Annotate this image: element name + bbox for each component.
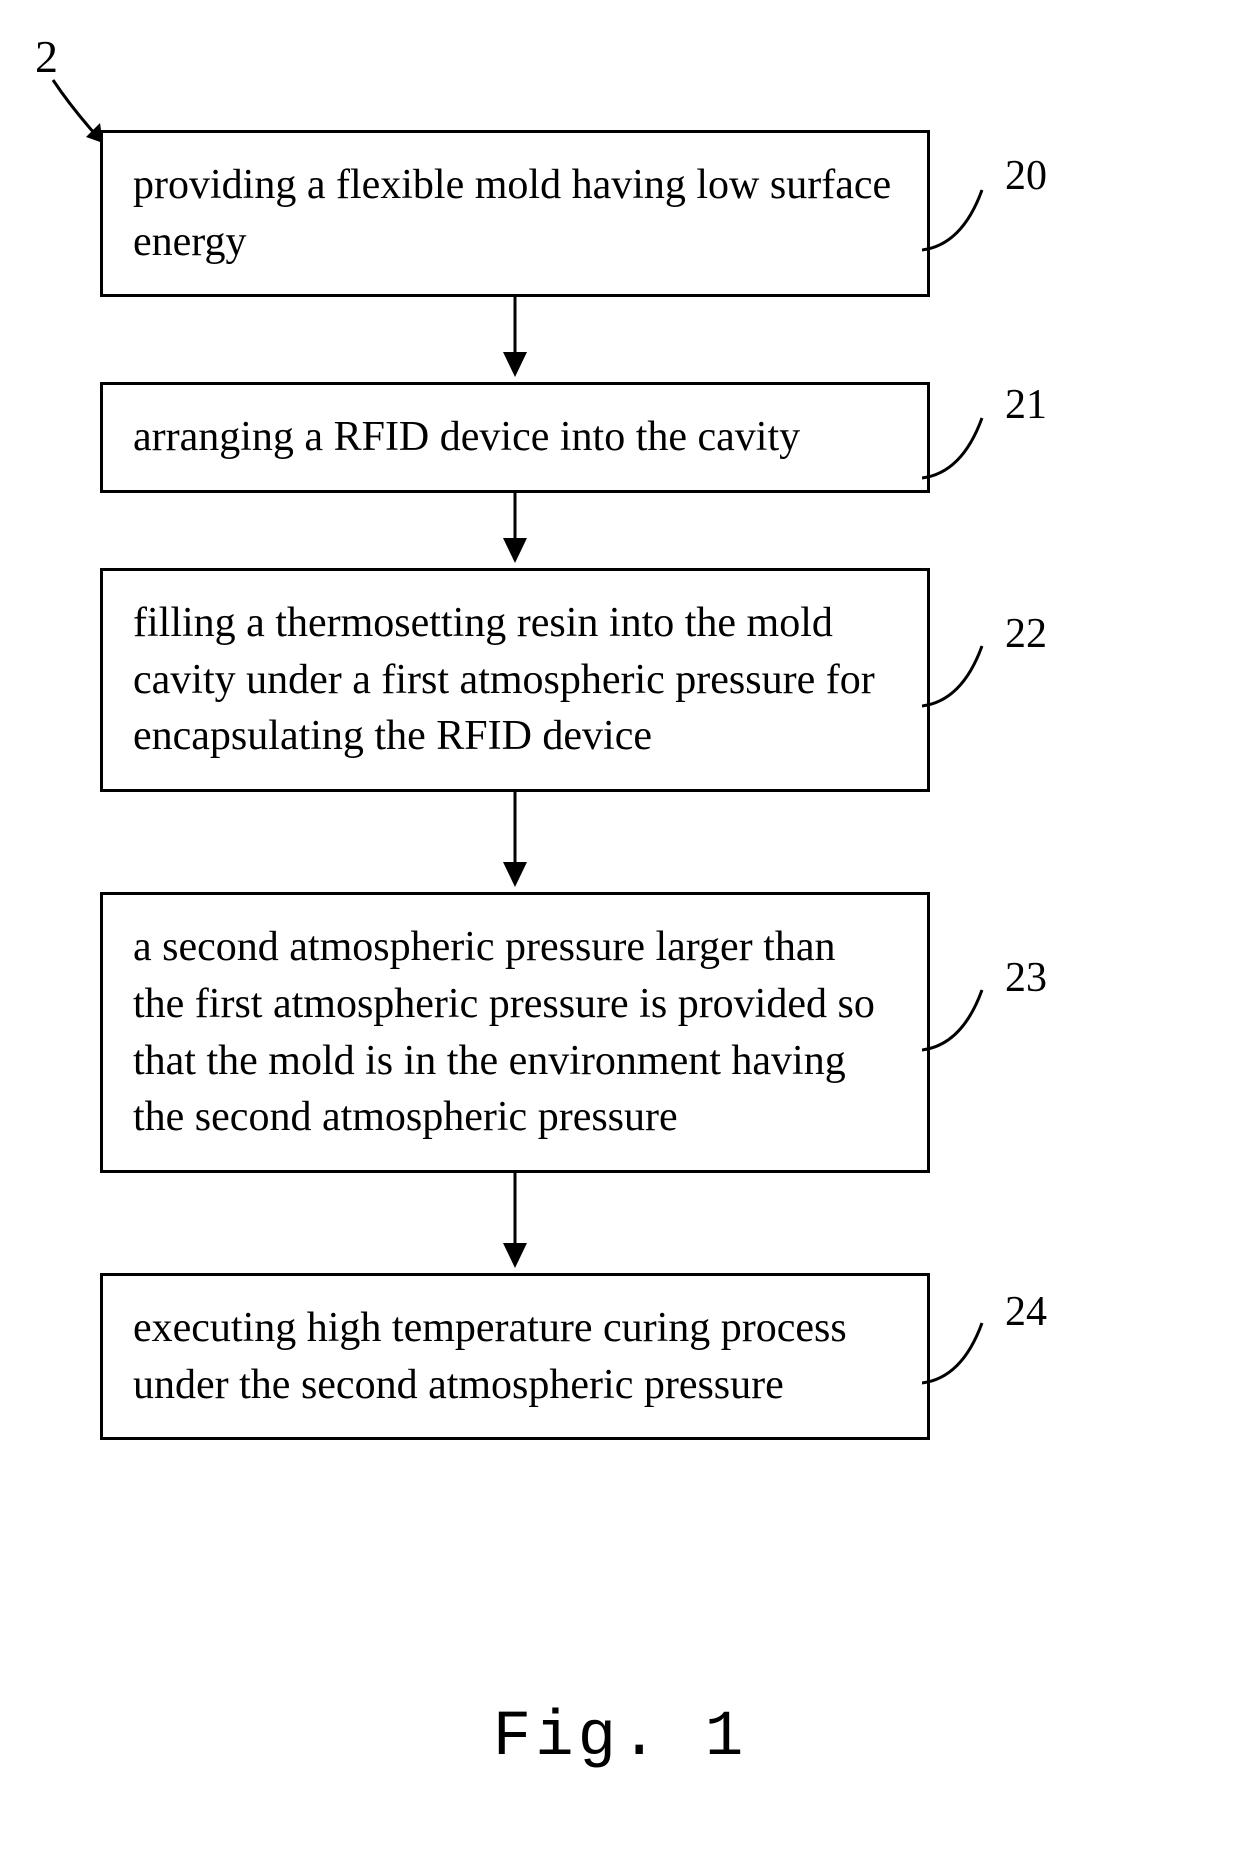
step-text: a second atmospheric pressure larger tha… [133,924,875,1140]
arrow-down-icon [495,493,535,568]
arrow-container [100,1173,930,1273]
step-text: executing high temperature curing proces… [133,1305,847,1408]
figure-caption: Fig. 1 [0,1702,1240,1774]
step-label: 20 [1005,148,1047,205]
arrow-container [100,297,930,382]
label-connector-icon [922,185,1002,255]
step-text: providing a flexible mold having low sur… [133,162,891,265]
figure-caption-text: Fig. 1 [493,1702,747,1774]
step-box-22: filling a thermosetting resin into the m… [100,568,930,792]
step-label: 21 [1005,377,1047,434]
step-box-23: a second atmospheric pressure larger tha… [100,892,930,1173]
flowchart-container: providing a flexible mold having low sur… [100,130,1000,1440]
step-text: filling a thermosetting resin into the m… [133,600,875,759]
arrow-container [100,493,930,568]
label-connector-icon [922,985,1002,1055]
step-box-24: executing high temperature curing proces… [100,1273,930,1440]
step-text: arranging a RFID device into the cavity [133,414,800,460]
arrow-down-icon [495,297,535,382]
label-connector-icon [922,413,1002,483]
step-label: 22 [1005,606,1047,663]
label-connector-icon [922,641,1002,711]
arrow-down-icon [495,792,535,892]
label-connector-icon [922,1318,1002,1388]
arrow-down-icon [495,1173,535,1273]
step-label: 24 [1005,1284,1047,1341]
step-box-21: arranging a RFID device into the cavity … [100,382,930,493]
arrow-container [100,792,930,892]
step-label: 23 [1005,950,1047,1007]
step-box-20: providing a flexible mold having low sur… [100,130,930,297]
